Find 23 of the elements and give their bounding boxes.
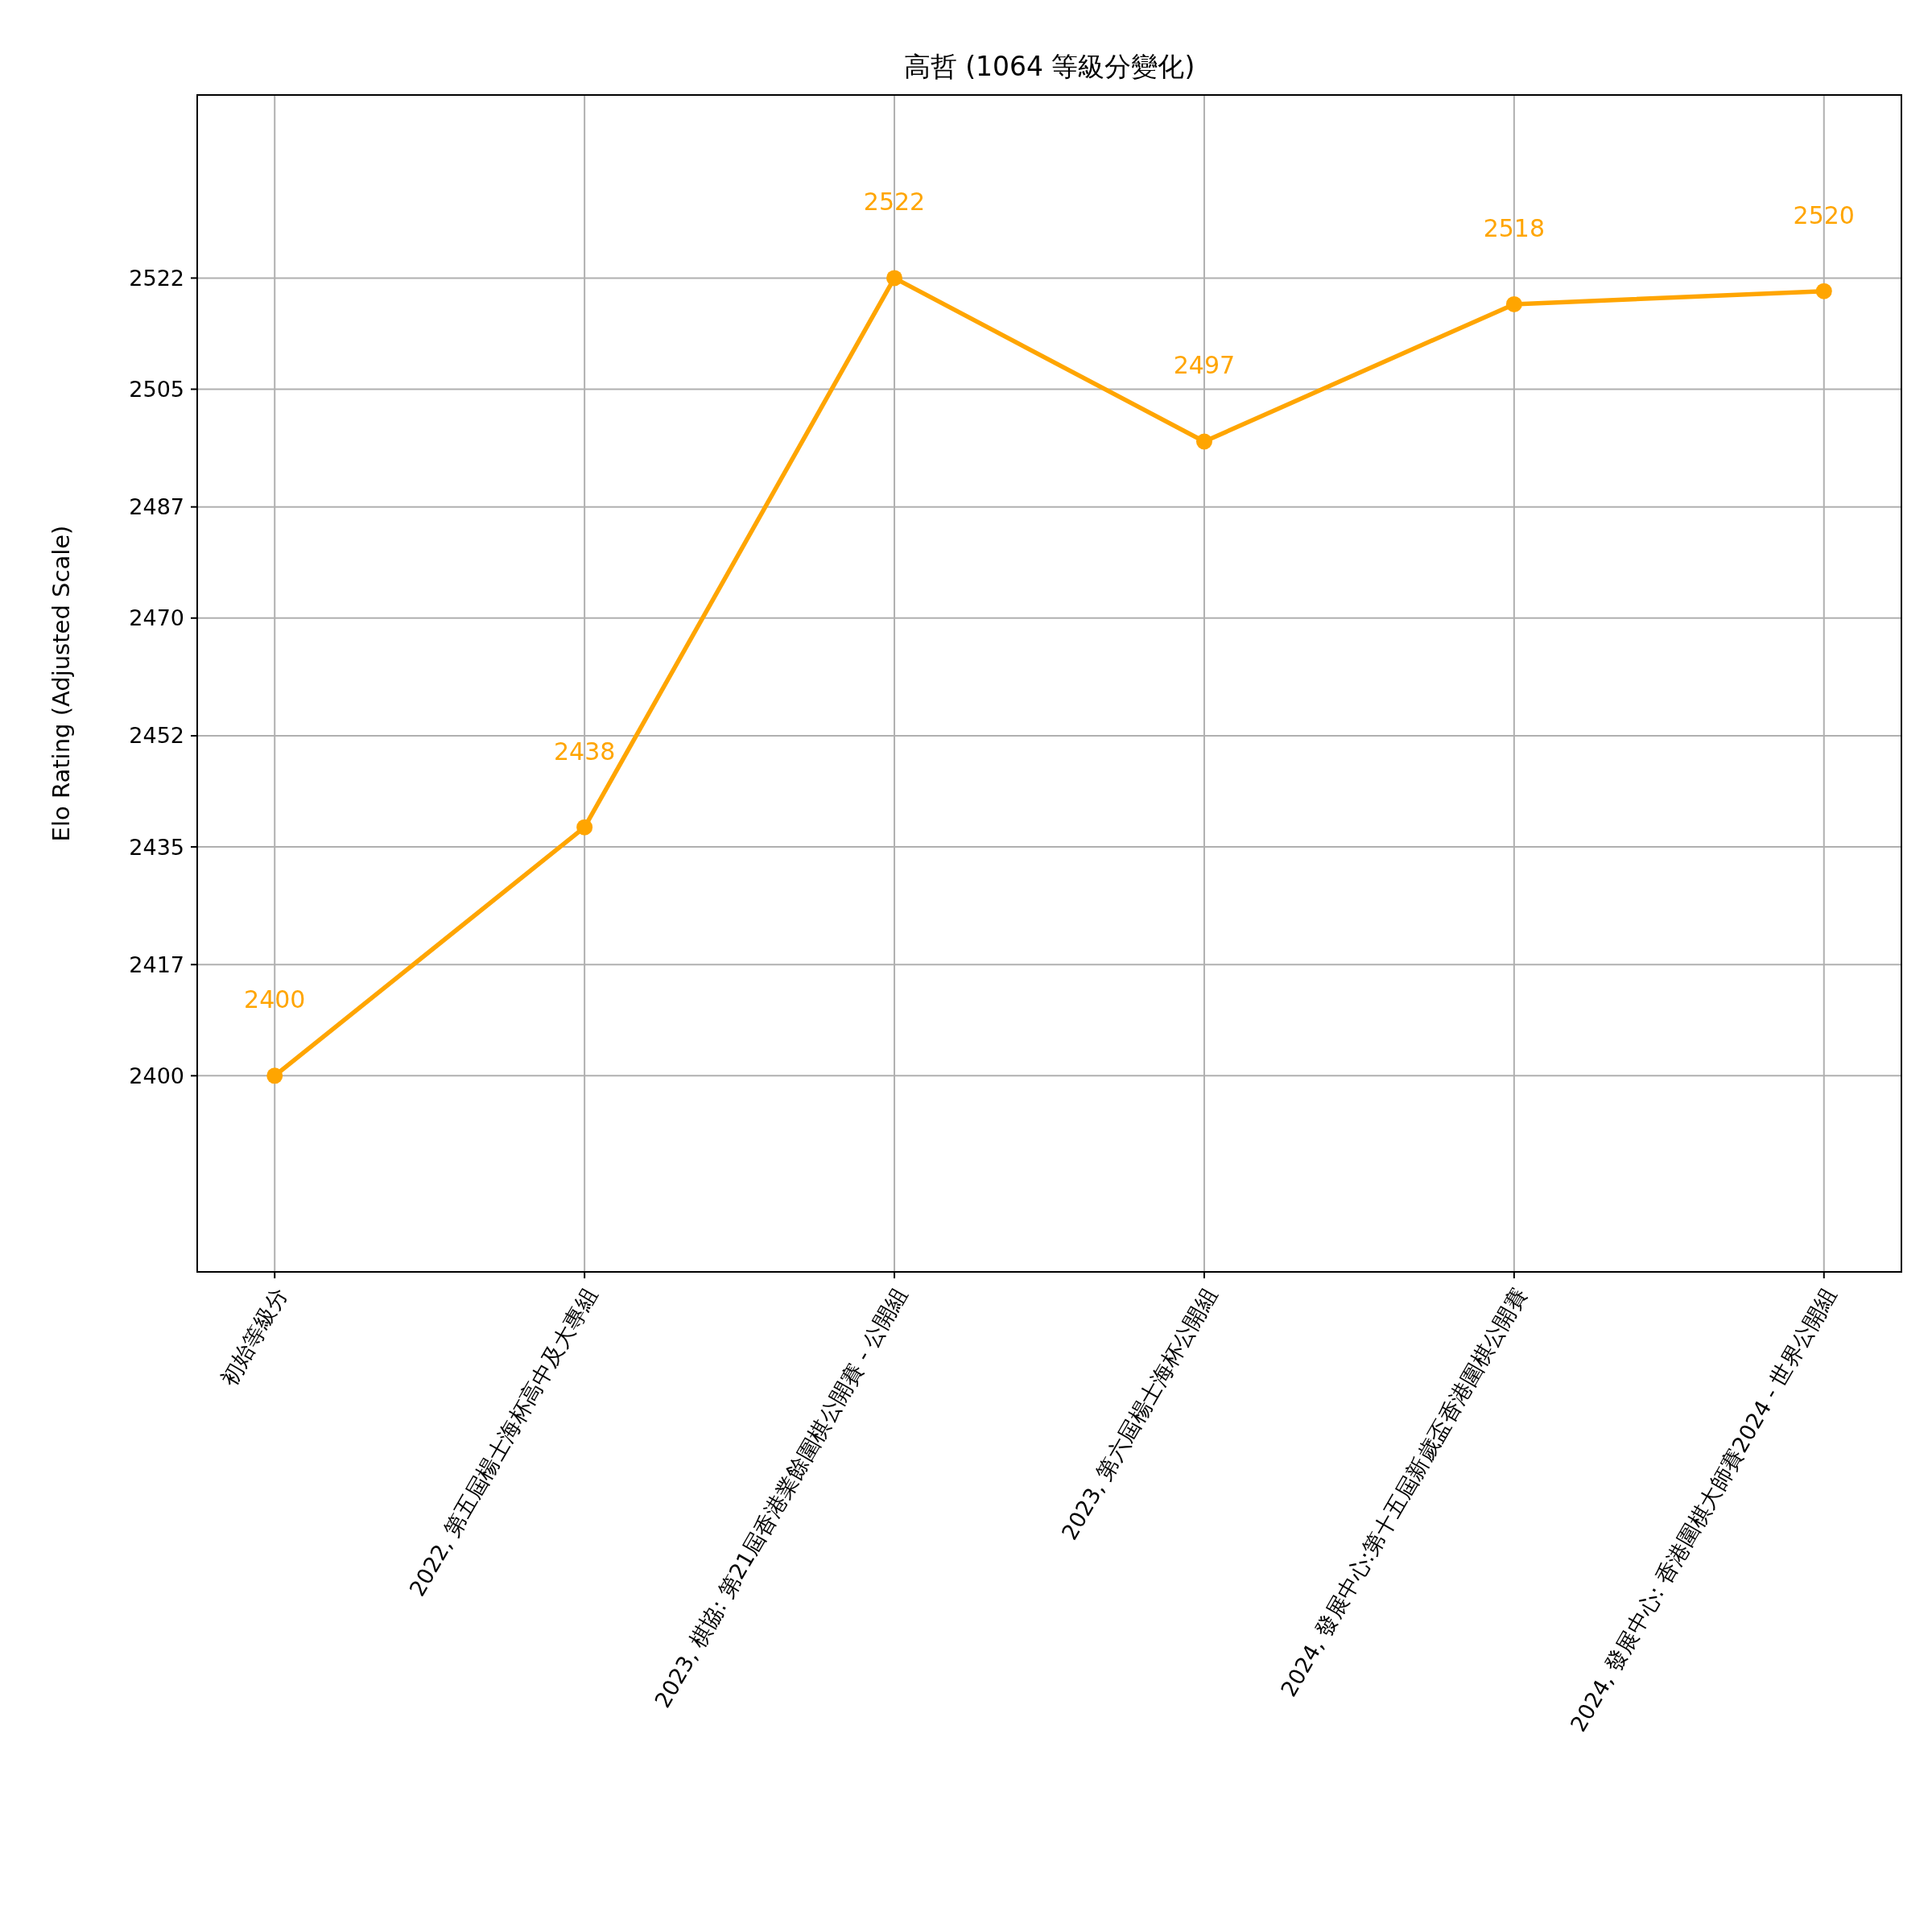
y-tick-label: 2400: [129, 1063, 184, 1088]
x-tick-label: 初始等級分: [216, 1283, 292, 1390]
data-label: 2400: [244, 985, 306, 1014]
chart-title: 高哲 (1064 等級分變化): [903, 51, 1195, 82]
y-tick-label: 2522: [129, 265, 184, 291]
point: [1505, 295, 1522, 312]
data-label: 2522: [863, 188, 926, 217]
y-tick-label: 2487: [129, 494, 184, 520]
y-tick-label: 2470: [129, 605, 184, 631]
point: [1195, 433, 1212, 450]
y-tick-label: 2435: [129, 834, 184, 860]
data-label: 2438: [553, 737, 616, 766]
point: [886, 270, 903, 287]
data-label: 2520: [1793, 200, 1855, 229]
point: [1815, 283, 1832, 299]
point: [266, 1067, 283, 1084]
y-tick-label: 2417: [129, 952, 184, 977]
data-label: 2518: [1483, 213, 1546, 242]
point: [576, 819, 593, 836]
data-label: 2497: [1173, 351, 1236, 380]
y-tick-label: 2505: [129, 376, 184, 402]
y-tick-label: 2452: [129, 723, 184, 749]
y-axis-title: Elo Rating (Adjusted Scale): [47, 525, 75, 842]
